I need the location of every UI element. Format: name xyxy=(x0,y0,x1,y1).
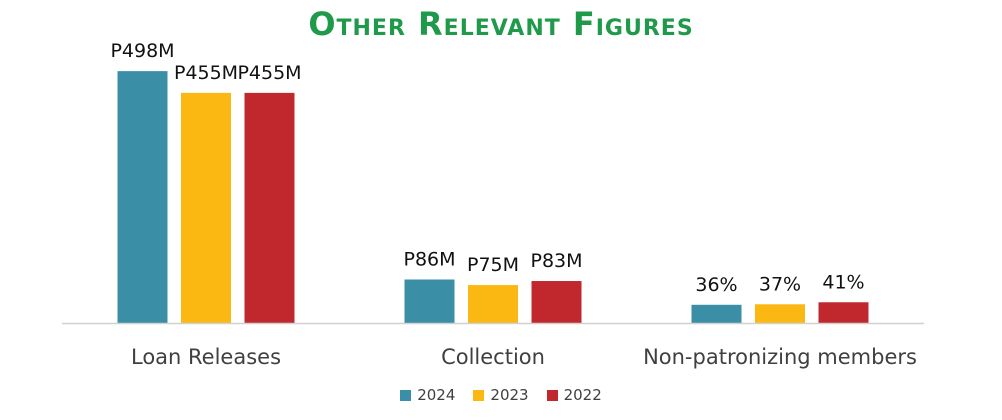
legend-label-2024: 2024 xyxy=(417,386,456,404)
bar-loan-releases-2023 xyxy=(181,92,231,323)
bar-collection-2024 xyxy=(404,279,455,323)
bar-loan-releases-2022 xyxy=(244,92,295,323)
bar-loan-releases-2024 xyxy=(117,71,168,323)
legend-swatch-2023 xyxy=(473,389,485,401)
chart-title: Other Relevant Figures xyxy=(308,5,694,43)
legend-label-2023: 2023 xyxy=(490,386,529,404)
legend-swatch-2024 xyxy=(400,389,412,401)
legend: 2024 2023 2022 xyxy=(0,386,1002,404)
legend-label-2022: 2022 xyxy=(563,386,602,404)
category-label-loan-releases: Loan Releases xyxy=(131,345,281,369)
data-label-loan-releases-2024: P498M xyxy=(110,40,174,62)
data-label-loan-releases-2023: P455M xyxy=(174,62,238,84)
data-label-non-patronizing-members-2024: 36% xyxy=(695,274,737,296)
bar-non-patronizing-members-2022 xyxy=(818,302,869,323)
data-label-collection-2023: P75M xyxy=(467,254,519,276)
data-label-loan-releases-2022: P455M xyxy=(237,62,301,84)
legend-item-2022: 2022 xyxy=(546,386,602,404)
data-label-collection-2024: P86M xyxy=(403,249,455,271)
legend-item-2023: 2023 xyxy=(473,386,529,404)
category-label-non-patronizing-members: Non-patronizing members xyxy=(643,345,917,369)
bar-collection-2023 xyxy=(468,285,518,323)
data-label-non-patronizing-members-2022: 41% xyxy=(822,271,864,293)
category-label-collection: Collection xyxy=(441,345,545,369)
bar-non-patronizing-members-2024 xyxy=(691,304,742,323)
legend-swatch-2022 xyxy=(546,389,558,401)
data-label-collection-2022: P83M xyxy=(530,250,582,272)
legend-item-2024: 2024 xyxy=(400,386,455,404)
bar-non-patronizing-members-2023 xyxy=(755,304,805,323)
bar-collection-2022 xyxy=(531,281,582,323)
data-label-non-patronizing-members-2023: 37% xyxy=(759,273,801,295)
